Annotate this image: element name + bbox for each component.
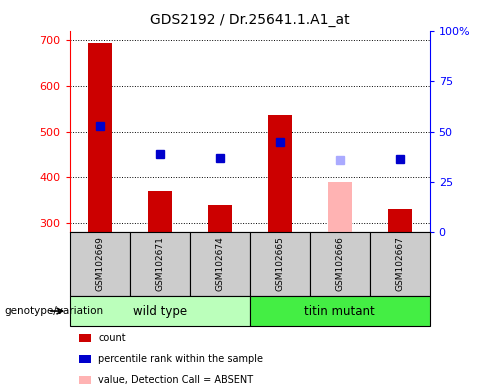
Bar	[130, 232, 190, 296]
Bar	[370, 232, 430, 296]
Bar	[148, 191, 172, 232]
Text: GSM102671: GSM102671	[155, 237, 164, 291]
Text: GSM102669: GSM102669	[95, 237, 104, 291]
Text: GSM102665: GSM102665	[275, 237, 284, 291]
Text: GSM102666: GSM102666	[335, 237, 344, 291]
Bar	[310, 232, 370, 296]
Bar	[70, 232, 130, 296]
Bar	[388, 209, 412, 232]
Bar	[250, 232, 310, 296]
Text: count: count	[98, 333, 126, 343]
Bar	[70, 296, 250, 326]
Bar	[250, 296, 430, 326]
Text: genotype/variation: genotype/variation	[5, 306, 104, 316]
Bar	[327, 182, 351, 232]
Bar	[268, 114, 292, 232]
Text: percentile rank within the sample: percentile rank within the sample	[98, 354, 264, 364]
Text: value, Detection Call = ABSENT: value, Detection Call = ABSENT	[98, 375, 253, 384]
Text: titin mutant: titin mutant	[304, 305, 375, 318]
Title: GDS2192 / Dr.25641.1.A1_at: GDS2192 / Dr.25641.1.A1_at	[150, 13, 349, 27]
Text: GSM102674: GSM102674	[215, 237, 224, 291]
Bar	[207, 205, 231, 232]
Bar	[87, 43, 111, 232]
Bar	[190, 232, 250, 296]
Text: GSM102667: GSM102667	[395, 237, 404, 291]
Text: wild type: wild type	[132, 305, 187, 318]
